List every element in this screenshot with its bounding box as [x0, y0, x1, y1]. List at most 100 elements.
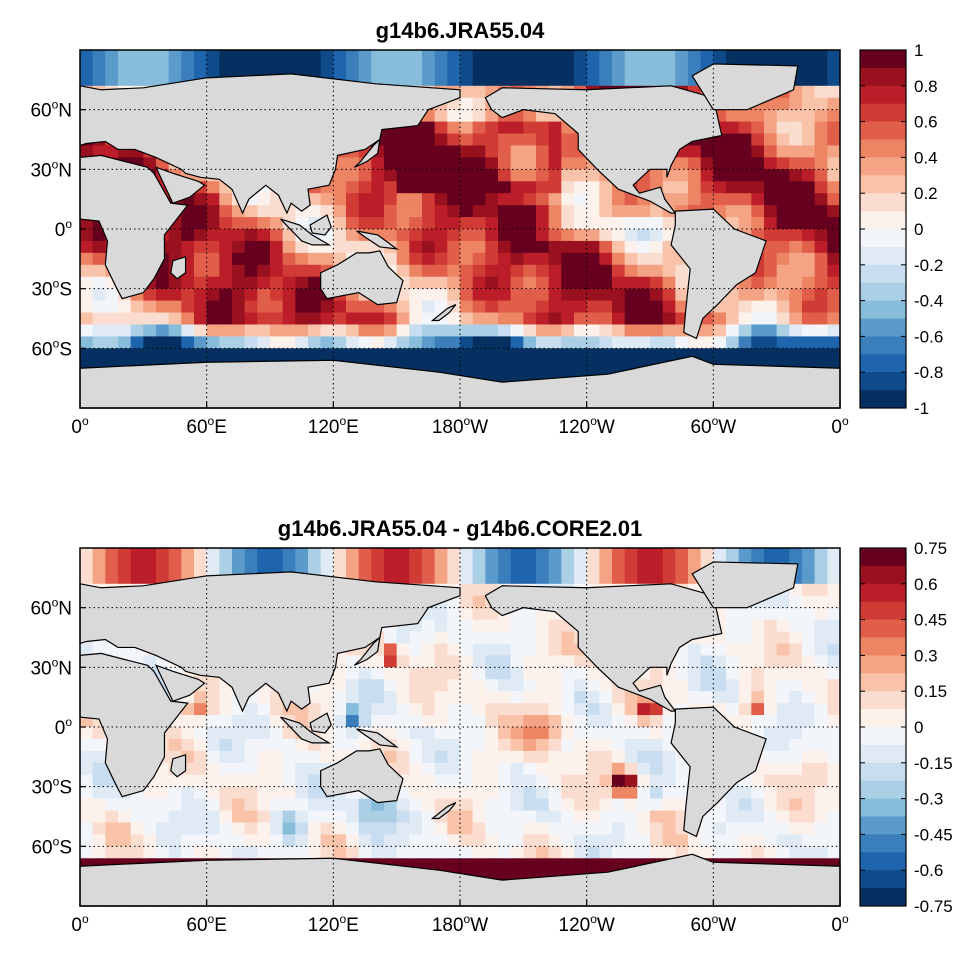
- field-cell: [789, 846, 803, 859]
- field-cell: [244, 559, 258, 573]
- field-cell: [814, 738, 828, 752]
- field-cell: [802, 85, 816, 99]
- field-cell: [688, 157, 702, 170]
- field-cell: [536, 217, 550, 230]
- field-cell: [472, 276, 486, 290]
- field-cell: [624, 276, 638, 290]
- field-cell: [662, 559, 676, 573]
- field-cell: [168, 324, 182, 337]
- field-cell: [523, 798, 537, 812]
- colorbar-tick-label-4: 0.2: [914, 184, 938, 203]
- field-cell: [257, 264, 271, 278]
- colorbar-swatch: [860, 583, 906, 603]
- field-cell: [346, 348, 360, 361]
- field-cell: [485, 715, 499, 728]
- field-cell: [561, 643, 575, 656]
- field-cell: [688, 691, 702, 704]
- field-cell: [434, 834, 448, 847]
- field-cell: [637, 312, 651, 326]
- field-cell: [713, 548, 727, 561]
- field-cell: [409, 50, 423, 63]
- colorbar-swatch: [860, 193, 906, 212]
- field-cell: [498, 715, 512, 728]
- field-cell: [422, 240, 436, 254]
- field-cell: [675, 655, 689, 668]
- field-cell: [206, 181, 220, 194]
- colorbar: 0.750.60.450.30.150-0.15-0.3-0.45-0.6-0.…: [859, 539, 953, 916]
- field-cell: [624, 548, 638, 561]
- field-cell: [181, 312, 195, 326]
- field-cell: [726, 348, 740, 361]
- field-cell: [814, 774, 828, 788]
- field-cell: [650, 169, 664, 182]
- field-cell: [612, 571, 626, 585]
- field-cell: [764, 109, 778, 123]
- field-cell: [498, 655, 512, 668]
- field-cell: [510, 360, 524, 373]
- field-cell: [662, 169, 676, 182]
- field-cell: [371, 667, 385, 680]
- field-cell: [434, 571, 448, 585]
- field-cell: [422, 193, 436, 206]
- field-cell: [130, 798, 144, 812]
- field-cell: [92, 727, 106, 740]
- field-cell: [764, 703, 778, 716]
- field-cell: [510, 348, 524, 361]
- field-cell: [624, 798, 638, 812]
- field-cell: [802, 679, 816, 692]
- field-cell: [827, 583, 841, 597]
- field-cell: [219, 834, 233, 847]
- field-cell: [396, 703, 410, 716]
- field-cell: [738, 619, 752, 633]
- field-cell: [523, 822, 537, 835]
- field-cell: [320, 336, 334, 349]
- field-cell: [599, 834, 613, 847]
- field-cell: [358, 559, 372, 573]
- field-cell: [434, 762, 448, 776]
- field-cell: [143, 336, 157, 349]
- field-cell: [764, 348, 778, 361]
- field-cell: [612, 300, 626, 314]
- field-cell: [270, 559, 284, 573]
- field-cell: [194, 217, 208, 230]
- field-cell: [776, 229, 790, 242]
- field-cell: [548, 679, 562, 692]
- field-cell: [219, 727, 233, 740]
- field-cell: [776, 631, 790, 645]
- field-cell: [371, 691, 385, 704]
- field-cell: [802, 133, 816, 147]
- field-cell: [738, 798, 752, 812]
- field-cell: [599, 798, 613, 812]
- field-cell: [333, 324, 347, 337]
- field-cell: [282, 288, 296, 302]
- field-cell: [396, 348, 410, 361]
- field-cell: [92, 798, 106, 812]
- field-cell: [472, 715, 486, 728]
- field-cell: [561, 822, 575, 835]
- field-cell: [776, 300, 790, 314]
- field-cell: [320, 205, 334, 218]
- field-cell: [827, 715, 841, 728]
- field-cell: [472, 858, 486, 871]
- field-cell: [460, 583, 474, 597]
- field-cell: [624, 738, 638, 752]
- field-cell: [219, 750, 233, 764]
- field-cell: [434, 145, 448, 158]
- field-cell: [612, 727, 626, 740]
- field-cell: [789, 157, 803, 170]
- field-cell: [789, 205, 803, 218]
- colorbar-swatch: [860, 619, 906, 638]
- field-cell: [92, 846, 106, 859]
- field-cell: [80, 643, 94, 656]
- field-cell: [599, 774, 613, 788]
- field-cell: [713, 145, 727, 158]
- field-cell: [612, 264, 626, 278]
- field-cell: [548, 73, 562, 87]
- field-cell: [244, 348, 258, 361]
- field-cell: [434, 655, 448, 668]
- colorbar-swatch: [860, 157, 906, 176]
- field-cell: [675, 50, 689, 63]
- field-cell: [409, 169, 423, 182]
- field-cell: [498, 762, 512, 776]
- field-cell: [688, 834, 702, 847]
